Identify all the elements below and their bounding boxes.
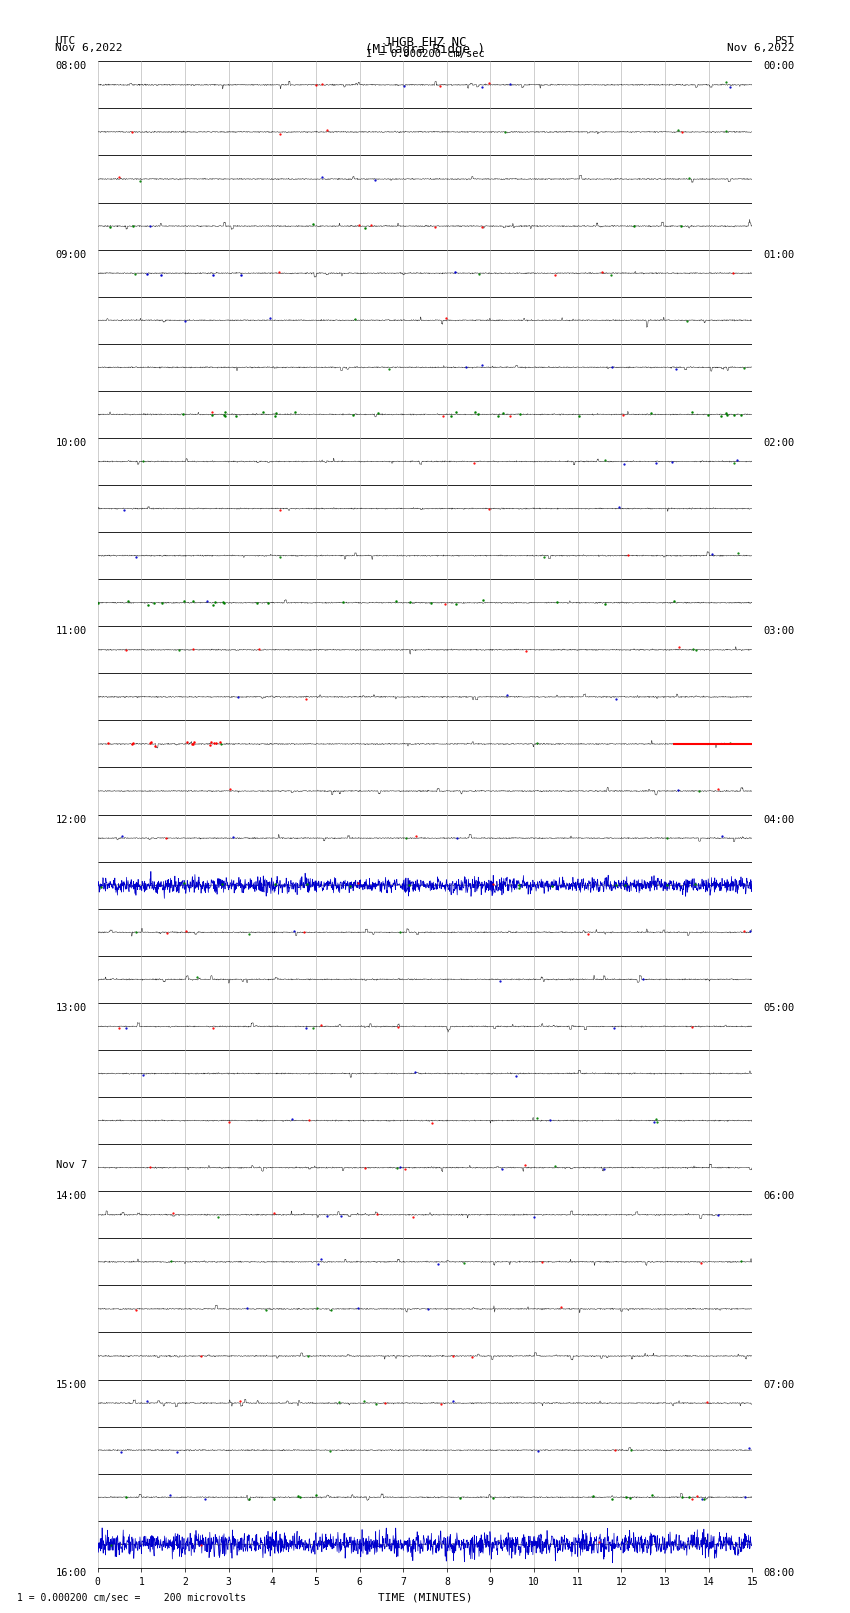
Text: PST: PST [774,37,795,47]
Text: 03:00: 03:00 [763,626,795,636]
X-axis label: TIME (MINUTES): TIME (MINUTES) [377,1592,473,1602]
Text: 14:00: 14:00 [55,1190,87,1202]
Text: UTC: UTC [55,37,76,47]
Text: 01:00: 01:00 [763,250,795,260]
Text: 06:00: 06:00 [763,1190,795,1202]
Text: 09:00: 09:00 [55,250,87,260]
Text: 16:00: 16:00 [55,1568,87,1578]
Text: 00:00: 00:00 [763,61,795,71]
Text: 04:00: 04:00 [763,815,795,824]
Text: (Milagra Ridge ): (Milagra Ridge ) [365,44,485,56]
Text: 07:00: 07:00 [763,1379,795,1389]
Text: JHGB EHZ NC: JHGB EHZ NC [383,37,467,50]
Text: 05:00: 05:00 [763,1003,795,1013]
Text: 12:00: 12:00 [55,815,87,824]
Text: Nov 7: Nov 7 [55,1160,87,1171]
Text: 13:00: 13:00 [55,1003,87,1013]
Text: 10:00: 10:00 [55,437,87,448]
Text: 02:00: 02:00 [763,437,795,448]
Text: 15:00: 15:00 [55,1379,87,1389]
Text: 1 = 0.000200 cm/sec =    200 microvolts: 1 = 0.000200 cm/sec = 200 microvolts [17,1594,246,1603]
Text: Nov 6,2022: Nov 6,2022 [55,44,122,53]
Text: I = 0.000200 cm/sec: I = 0.000200 cm/sec [366,50,484,60]
Text: 11:00: 11:00 [55,626,87,636]
Text: Nov 6,2022: Nov 6,2022 [728,44,795,53]
Text: 08:00: 08:00 [55,61,87,71]
Text: 08:00: 08:00 [763,1568,795,1578]
